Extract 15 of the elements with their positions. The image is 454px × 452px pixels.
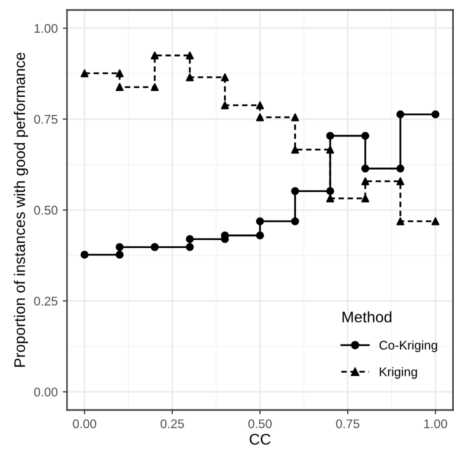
y-tick-label: 0.75 (34, 114, 58, 124)
x-tick-label: 0.75 (336, 419, 360, 428)
y-axis-title: Proportion of instances with good performance (14, 52, 28, 367)
y-tick-label: 1.00 (34, 24, 58, 33)
legend-label: Co-Kriging (379, 340, 438, 352)
legend-title: Method (342, 311, 392, 322)
x-tick-label: 0.50 (248, 419, 272, 428)
x-tick-label: 0.00 (72, 419, 96, 428)
y-tick-label: 0.00 (34, 388, 58, 396)
x-tick-label: 1.00 (424, 419, 448, 428)
x-axis-title: CC (250, 434, 270, 445)
legend-label: Kriging (380, 367, 417, 379)
y-tick-label: 0.50 (34, 206, 58, 215)
x-tick-label: 0.25 (160, 419, 184, 428)
y-tick-label: 0.25 (34, 296, 58, 306)
